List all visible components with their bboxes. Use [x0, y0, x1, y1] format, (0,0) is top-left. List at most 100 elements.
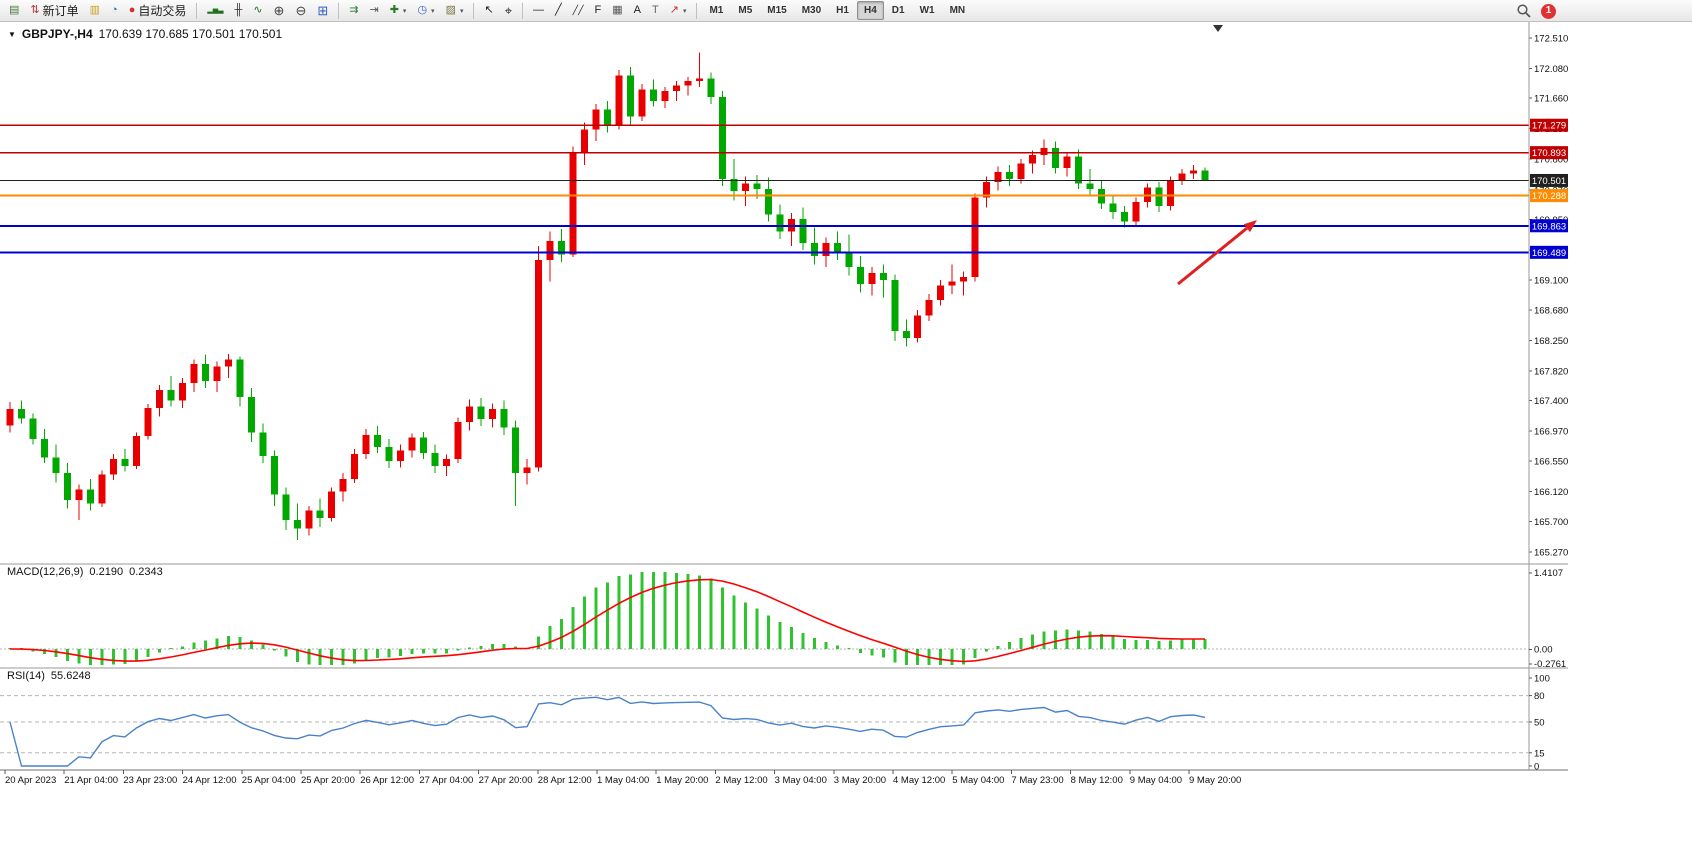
- candle: [500, 409, 508, 428]
- timeframe-h4-button[interactable]: H4: [856, 1, 884, 20]
- arrows-button[interactable]: ↗ ▾: [665, 1, 692, 21]
- trendline-button[interactable]: ╱: [550, 1, 567, 21]
- search-icon[interactable]: [1516, 3, 1532, 19]
- candle: [443, 458, 451, 467]
- chart-shift-button[interactable]: ⇥: [364, 1, 383, 21]
- timeframe-m5-button[interactable]: M5: [738, 5, 753, 16]
- candle: [626, 75, 634, 117]
- horizontal-line-button[interactable]: —: [528, 1, 549, 21]
- timeframe-d1-button[interactable]: D1: [891, 5, 905, 16]
- time-axis-label: 27 Apr 04:00: [419, 775, 473, 786]
- auto-scroll-button[interactable]: ⇉: [344, 1, 363, 21]
- candle: [1190, 170, 1198, 174]
- candle: [649, 89, 657, 102]
- candle: [581, 129, 589, 154]
- dropdown-caret-icon: ▾: [402, 7, 407, 15]
- candlestick-chart-button[interactable]: ╫: [230, 1, 248, 21]
- candle: [730, 179, 738, 192]
- text-button[interactable]: A: [629, 1, 646, 21]
- candle: [431, 453, 439, 467]
- zoom-in-icon: ⊕: [273, 3, 285, 18]
- price-scale-label: 172.510: [1534, 33, 1568, 44]
- text-icon: A: [633, 4, 641, 16]
- timeframe-m15-button[interactable]: M15: [767, 5, 787, 16]
- bar-chart-button[interactable]: ▂▅▃: [202, 1, 228, 21]
- trend-arrow[interactable]: [1177, 227, 1248, 286]
- price-tag: [1530, 118, 1568, 132]
- candle: [523, 467, 531, 474]
- price-tag: [1530, 189, 1568, 203]
- timeframe-w1-button[interactable]: W1: [919, 5, 935, 16]
- auto-scroll-icon: ⇉: [349, 4, 359, 16]
- macd-name: MACD(12,26,9): [7, 566, 84, 578]
- trendline-icon: ╱: [555, 4, 562, 16]
- time-axis-label: 25 Apr 04:00: [242, 775, 296, 786]
- time-axis-label: 5 May 04:00: [952, 775, 1004, 786]
- candle: [1109, 203, 1117, 212]
- timeframe-m30-button[interactable]: M30: [801, 5, 822, 16]
- dropdown-caret-icon: ▾: [682, 7, 687, 15]
- new-chart-button[interactable]: ▤: [4, 1, 24, 21]
- zoom-out-button[interactable]: ⊖: [290, 1, 311, 21]
- text-label-icon: T: [651, 4, 659, 16]
- shapes-button[interactable]: ▦: [607, 1, 627, 21]
- toolbar-right: 1: [1516, 0, 1556, 22]
- data-window-icon: ◔: [111, 4, 118, 16]
- periods-button[interactable]: ◷ ▾: [412, 1, 439, 21]
- clock-icon: ◷: [417, 4, 428, 16]
- candle: [109, 458, 117, 475]
- auto-trading-button[interactable]: ● 自动交易: [124, 1, 192, 21]
- candle: [305, 510, 313, 529]
- data-window-button[interactable]: ◔: [106, 1, 123, 21]
- tile-windows-button[interactable]: ⊞: [312, 1, 333, 21]
- candle: [891, 279, 899, 332]
- bar-chart-icon: ▂▅▃: [207, 7, 224, 14]
- candle: [259, 432, 267, 457]
- dropdown-caret-icon: ▾: [459, 7, 464, 15]
- candle: [1040, 147, 1048, 155]
- price-scale-label: 168.680: [1534, 305, 1568, 316]
- candle: [1052, 147, 1060, 168]
- notification-badge[interactable]: 1: [1541, 3, 1556, 19]
- candle: [293, 519, 301, 529]
- templates-button[interactable]: ▨ ▾: [441, 1, 469, 21]
- trend-arrow-head[interactable]: [1243, 220, 1257, 233]
- crosshair-button[interactable]: ⌖: [500, 1, 517, 21]
- candle: [822, 243, 830, 256]
- text-label-button[interactable]: T: [647, 1, 664, 21]
- candle: [236, 359, 244, 398]
- market-watch-button[interactable]: ▥: [85, 1, 105, 21]
- candle: [512, 427, 520, 474]
- candle: [52, 457, 60, 474]
- line-chart-button[interactable]: ∿: [248, 1, 267, 21]
- candle: [489, 409, 497, 420]
- price-tag-label: 169.863: [1532, 221, 1566, 232]
- candle: [764, 189, 772, 215]
- indicators-button[interactable]: ✚ ▾: [385, 1, 412, 21]
- candle: [937, 285, 945, 300]
- collapse-triangle-icon[interactable]: ▼: [8, 29, 16, 39]
- channel-button[interactable]: ╱╱: [568, 1, 589, 21]
- candle: [316, 510, 324, 518]
- fibonacci-button[interactable]: F: [590, 1, 607, 21]
- chart-shift-marker-icon[interactable]: [1213, 25, 1223, 32]
- macd-scale-label: 0.00: [1534, 645, 1553, 656]
- macd-signal-value: 0.2343: [129, 566, 163, 578]
- timeframe-h1-button[interactable]: H1: [836, 5, 849, 16]
- time-axis-label: 23 Apr 23:00: [123, 775, 177, 786]
- new-order-button[interactable]: ⇅ 新订单: [25, 1, 83, 21]
- timeframe-m1-button[interactable]: M1: [709, 5, 724, 16]
- timeframe-mn-button[interactable]: MN: [949, 5, 966, 16]
- candle: [1075, 156, 1083, 184]
- candle: [362, 434, 370, 454]
- cursor-button[interactable]: ↖: [479, 1, 498, 21]
- candle: [86, 489, 94, 504]
- time-axis-label: 2 May 12:00: [715, 775, 767, 786]
- price-scale-label: 165.700: [1534, 517, 1568, 528]
- time-axis-label: 25 Apr 20:00: [301, 775, 355, 786]
- candle: [63, 473, 71, 501]
- candle: [615, 75, 623, 126]
- zoom-in-button[interactable]: ⊕: [269, 1, 290, 21]
- auto-trading-icon: ●: [128, 4, 136, 16]
